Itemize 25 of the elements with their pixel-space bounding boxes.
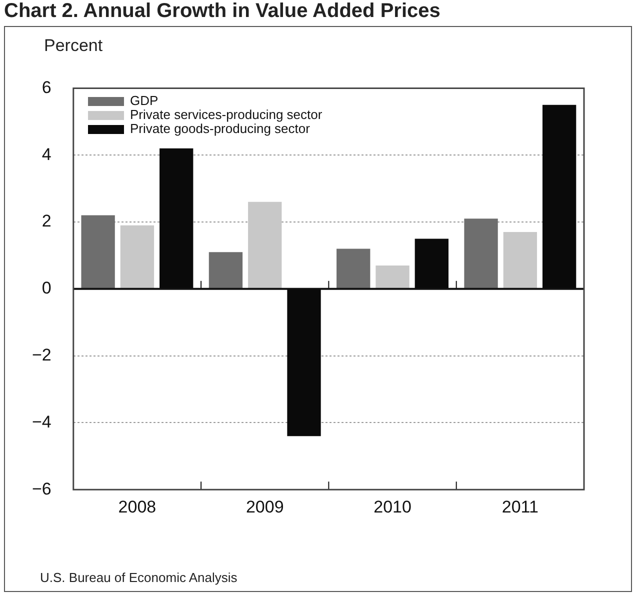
chart-title: Chart 2. Annual Growth in Value Added Prices xyxy=(4,0,440,23)
x-tick-label: 2008 xyxy=(118,497,156,516)
x-tick-label: 2011 xyxy=(502,497,538,516)
y-tick-label: 6 xyxy=(42,78,52,97)
bar xyxy=(464,218,498,288)
y-tick-label: 0 xyxy=(42,278,52,298)
bar xyxy=(208,252,243,288)
y-tick-label: −6 xyxy=(32,479,52,498)
text: U.S. Bureau of Economic Analysis xyxy=(40,570,238,585)
legend-label: Private services-producing sector xyxy=(130,107,322,122)
bar xyxy=(336,248,370,288)
y-tick-label: 4 xyxy=(42,144,52,164)
y-tick-label: 2 xyxy=(42,212,52,231)
y-tick-label: −2 xyxy=(32,345,52,364)
bar xyxy=(81,215,115,288)
bar xyxy=(248,202,282,288)
legend-label: Private goods-producing sector xyxy=(130,121,310,136)
bar xyxy=(503,232,538,288)
y-tick-label: −4 xyxy=(32,412,52,432)
bar xyxy=(376,265,410,288)
y-axis-title: Percent xyxy=(44,36,103,56)
legend-label: GDP xyxy=(130,93,158,108)
x-tick-label: 2010 xyxy=(374,497,412,516)
bar xyxy=(120,225,154,288)
x-tick-label: 2009 xyxy=(246,497,284,516)
